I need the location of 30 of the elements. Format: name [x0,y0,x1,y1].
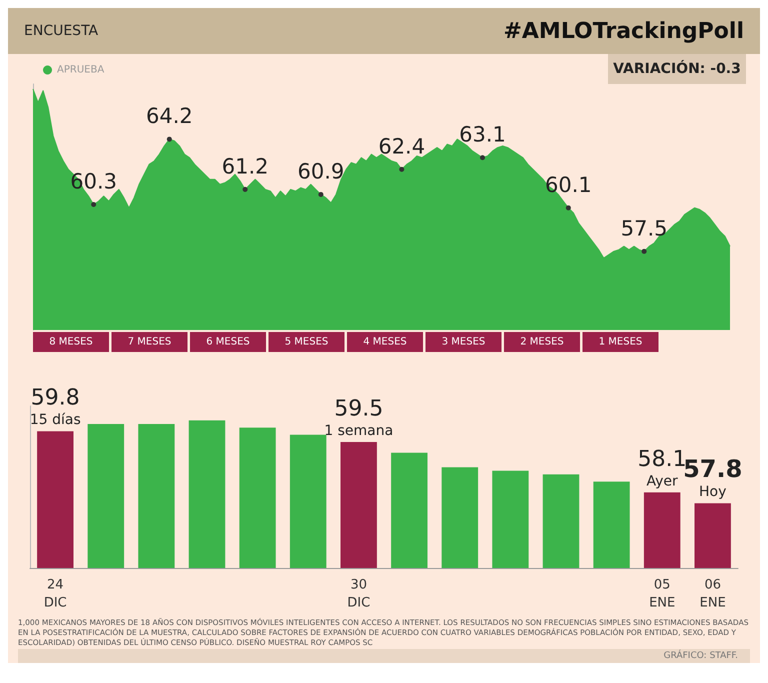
data-label: 63.1 [459,122,506,147]
text: 4 MESES [363,336,407,348]
data-label: 62.4 [378,134,426,158]
x-tick-label: 24 DIC [44,578,67,610]
annotation: Hoy [699,484,726,500]
chart-title: #AMLOTrackingPoll [503,18,744,44]
text: 7 MESES [128,336,172,348]
text: 3 MESES [442,336,486,348]
text: GRÁFICO: STAFF. [18,649,750,664]
x-tick-label: 30 DIC [347,578,370,610]
data-label: 59.8 [30,386,80,411]
data-label: 64.2 [146,104,193,128]
data-label: 60.1 [544,172,592,197]
data-label: 59.5 [334,396,384,422]
x-tick-label: 06 ENE [700,578,726,610]
text: 2 MESES [520,336,564,348]
text: 1 MESES [598,336,642,348]
x-tick-label: 05 ENE [649,578,676,610]
text: 6 MESES [206,336,250,348]
legend-label: APRUEBA [57,64,104,76]
data-label: 60.9 [298,159,344,184]
data-label: 57.5 [620,216,668,240]
annotation: 15 días [30,412,81,428]
chart-subtitle: ENCUESTA [24,23,98,39]
text: VARIACIÓN: -0.3 [613,60,741,77]
text: 5 MESES [284,336,328,348]
data-label: 61.2 [222,154,269,178]
text: 8 MESES [49,336,93,348]
annotation: 1 semana [324,423,394,439]
annotation: Ayer [646,473,678,490]
